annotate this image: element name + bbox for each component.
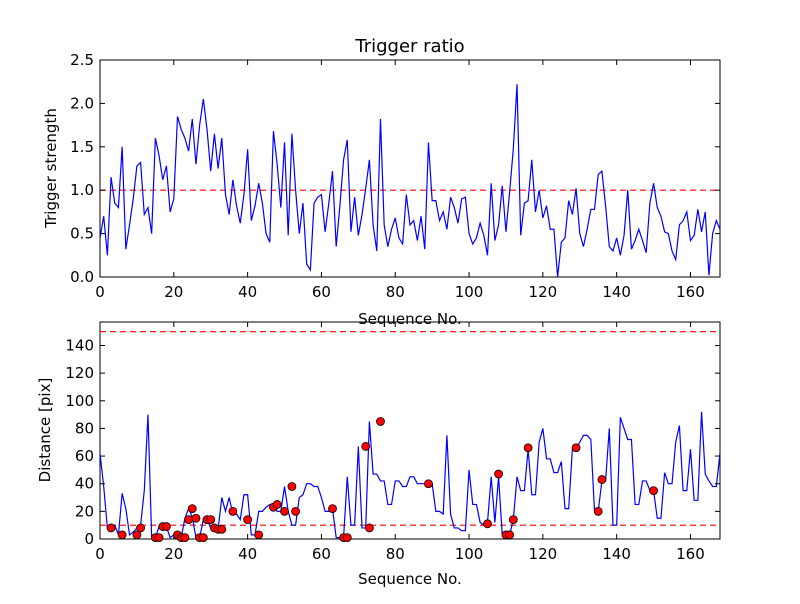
data-point-marker <box>280 506 289 516</box>
data-point-marker <box>243 515 253 525</box>
x-tick-label: 20 <box>164 283 183 301</box>
x-tick-label: 140 <box>602 545 631 563</box>
data-point-marker <box>136 523 145 533</box>
y-tick-label: 100 <box>65 392 94 410</box>
data-point-marker <box>593 506 603 516</box>
data-point-marker <box>187 504 197 513</box>
data-point-marker <box>365 523 374 533</box>
data-point-marker <box>508 515 518 525</box>
x-tick-label: 0 <box>95 545 105 563</box>
y-axis-label: Distance [pix] <box>36 378 54 483</box>
x-axis-ticks: 0 20 40 60 80 100 120 140 160 <box>95 60 705 301</box>
y-axis-label: Trigger strength <box>42 108 60 229</box>
y-tick-label: 140 <box>65 336 94 354</box>
y-tick-label: 2.5 <box>70 51 94 69</box>
data-point-marker <box>291 506 300 516</box>
y-tick-label: 2.0 <box>70 94 94 112</box>
data-point-marker <box>184 515 193 525</box>
data-point-marker <box>483 519 492 529</box>
data-point-marker <box>523 443 533 453</box>
data-point-marker <box>505 530 515 540</box>
data-point-marker <box>191 513 201 523</box>
y-tick-label: 1.5 <box>70 138 94 156</box>
y-tick-label: 0 <box>84 530 94 548</box>
x-tick-label: 40 <box>238 545 257 563</box>
data-point-marker <box>361 441 371 451</box>
x-tick-label: 20 <box>164 545 183 563</box>
y-tick-label: 80 <box>75 419 94 437</box>
x-tick-label: 120 <box>529 283 558 301</box>
data-point-marker <box>649 486 658 496</box>
x-axis-label: Sequence No. <box>358 310 462 328</box>
plot-area-frame <box>99 321 721 540</box>
y-tick-label: 40 <box>75 475 94 493</box>
data-point-marker <box>162 522 171 531</box>
data-point-marker <box>342 533 352 543</box>
data-point-marker <box>328 504 337 513</box>
y-tick-label: 20 <box>75 502 94 520</box>
data-point-marker <box>597 475 607 484</box>
x-tick-label: 60 <box>312 283 331 301</box>
y-axis-ticks: 0 20 40 60 80 100 120 140 <box>65 336 720 548</box>
data-point-marker <box>198 533 208 543</box>
x-axis-label: Sequence No. <box>358 570 462 588</box>
distance-panel: 0 20 40 60 80 100 120 140 160 0 20 40 60 80 100 120 140… <box>36 321 721 588</box>
data-point-marker <box>494 469 503 479</box>
data-point-marker <box>254 530 264 540</box>
y-tick-label: 1.0 <box>70 181 94 199</box>
x-tick-label: 80 <box>386 283 405 301</box>
series-lines <box>99 84 721 278</box>
data-point-marker <box>228 506 238 516</box>
reference-lines <box>100 331 720 526</box>
series-markers <box>106 417 658 543</box>
x-tick-label: 40 <box>238 283 257 301</box>
trigger-ratio-panel: Trigger ratio 0 20 40 60 80 100 120 140 160 0.00… <box>42 36 721 328</box>
x-tick-label: 120 <box>529 545 558 563</box>
y-tick-label: 0.5 <box>70 225 94 243</box>
series-line <box>99 84 721 278</box>
y-tick-label: 0.0 <box>70 268 94 286</box>
data-point-marker <box>272 500 282 509</box>
data-point-marker <box>376 417 385 426</box>
chart-title: Trigger ratio <box>354 36 464 57</box>
x-tick-label: 160 <box>676 545 705 563</box>
data-point-marker <box>117 530 127 540</box>
data-point-marker <box>424 479 433 489</box>
data-point-marker <box>571 443 581 453</box>
data-point-marker <box>287 482 297 491</box>
y-tick-label: 60 <box>75 447 94 465</box>
data-point-marker <box>180 533 190 543</box>
y-axis-ticks: 0.0 0.5 1.0 1.5 2.0 2.5 <box>70 51 720 286</box>
x-axis-ticks: 0 20 40 60 80 100 120 140 160 <box>95 322 705 563</box>
x-tick-label: 140 <box>602 283 631 301</box>
data-point-marker <box>206 515 216 525</box>
data-point-marker <box>132 530 142 540</box>
x-tick-label: 100 <box>455 545 484 563</box>
x-tick-label: 0 <box>95 283 105 301</box>
x-tick-label: 60 <box>312 545 331 563</box>
x-tick-label: 160 <box>676 283 705 301</box>
data-point-marker <box>106 523 116 533</box>
y-tick-label: 120 <box>65 364 94 382</box>
data-point-marker <box>217 524 227 534</box>
x-tick-label: 80 <box>386 545 405 563</box>
data-point-marker <box>154 533 164 543</box>
plot-area-frame <box>99 59 721 278</box>
x-tick-label: 100 <box>455 283 484 301</box>
